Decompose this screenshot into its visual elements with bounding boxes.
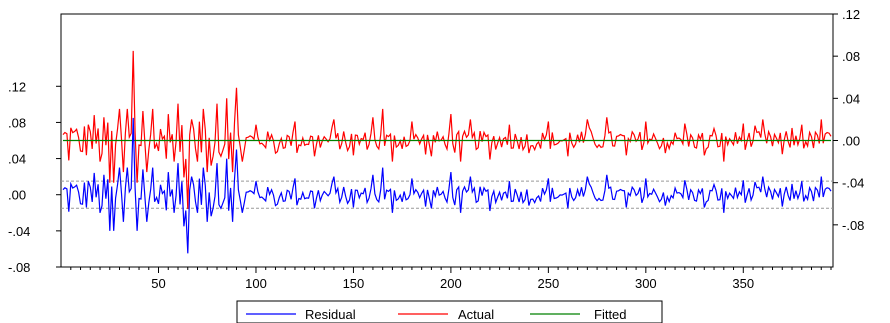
left-tick-label: .08 — [8, 115, 26, 130]
right-tick-label: -.04 — [842, 176, 864, 191]
left-axis: -.08 -.04 .00 .04 .08 .12 — [8, 79, 61, 275]
left-tick-label: -.04 — [8, 224, 30, 239]
x-axis: 50 100 150 200 250 300 350 — [70, 267, 832, 291]
right-tick-label: .04 — [842, 91, 860, 106]
x-tick-label: 250 — [538, 276, 560, 291]
right-tick-label: .00 — [842, 134, 860, 149]
series-layer — [62, 50, 832, 254]
left-tick-label: .00 — [8, 188, 26, 203]
left-tick-label: .12 — [8, 79, 26, 94]
x-tick-label: 200 — [440, 276, 462, 291]
right-tick-label: .12 — [842, 7, 860, 22]
legend-label-residual: Residual — [305, 307, 356, 322]
left-tick-label: .04 — [8, 152, 26, 167]
x-tick-label: 350 — [732, 276, 754, 291]
reference-lines — [61, 180, 833, 209]
x-tick-label: 100 — [245, 276, 267, 291]
x-tick-label: 300 — [635, 276, 657, 291]
right-tick-label: .08 — [842, 49, 860, 64]
left-tick-label: -.08 — [8, 260, 30, 275]
legend-label-actual: Actual — [458, 307, 494, 322]
series-line-residual — [62, 117, 832, 254]
right-axis: -.08 -.04 .00 .04 .08 .12 — [833, 7, 864, 233]
x-tick-label: 150 — [343, 276, 365, 291]
legend: Residual Actual Fitted — [236, 300, 663, 323]
right-tick-label: -.08 — [842, 218, 864, 233]
x-tick-label: 50 — [151, 276, 165, 291]
legend-box — [236, 300, 663, 323]
legend-label-fitted: Fitted — [594, 307, 627, 322]
